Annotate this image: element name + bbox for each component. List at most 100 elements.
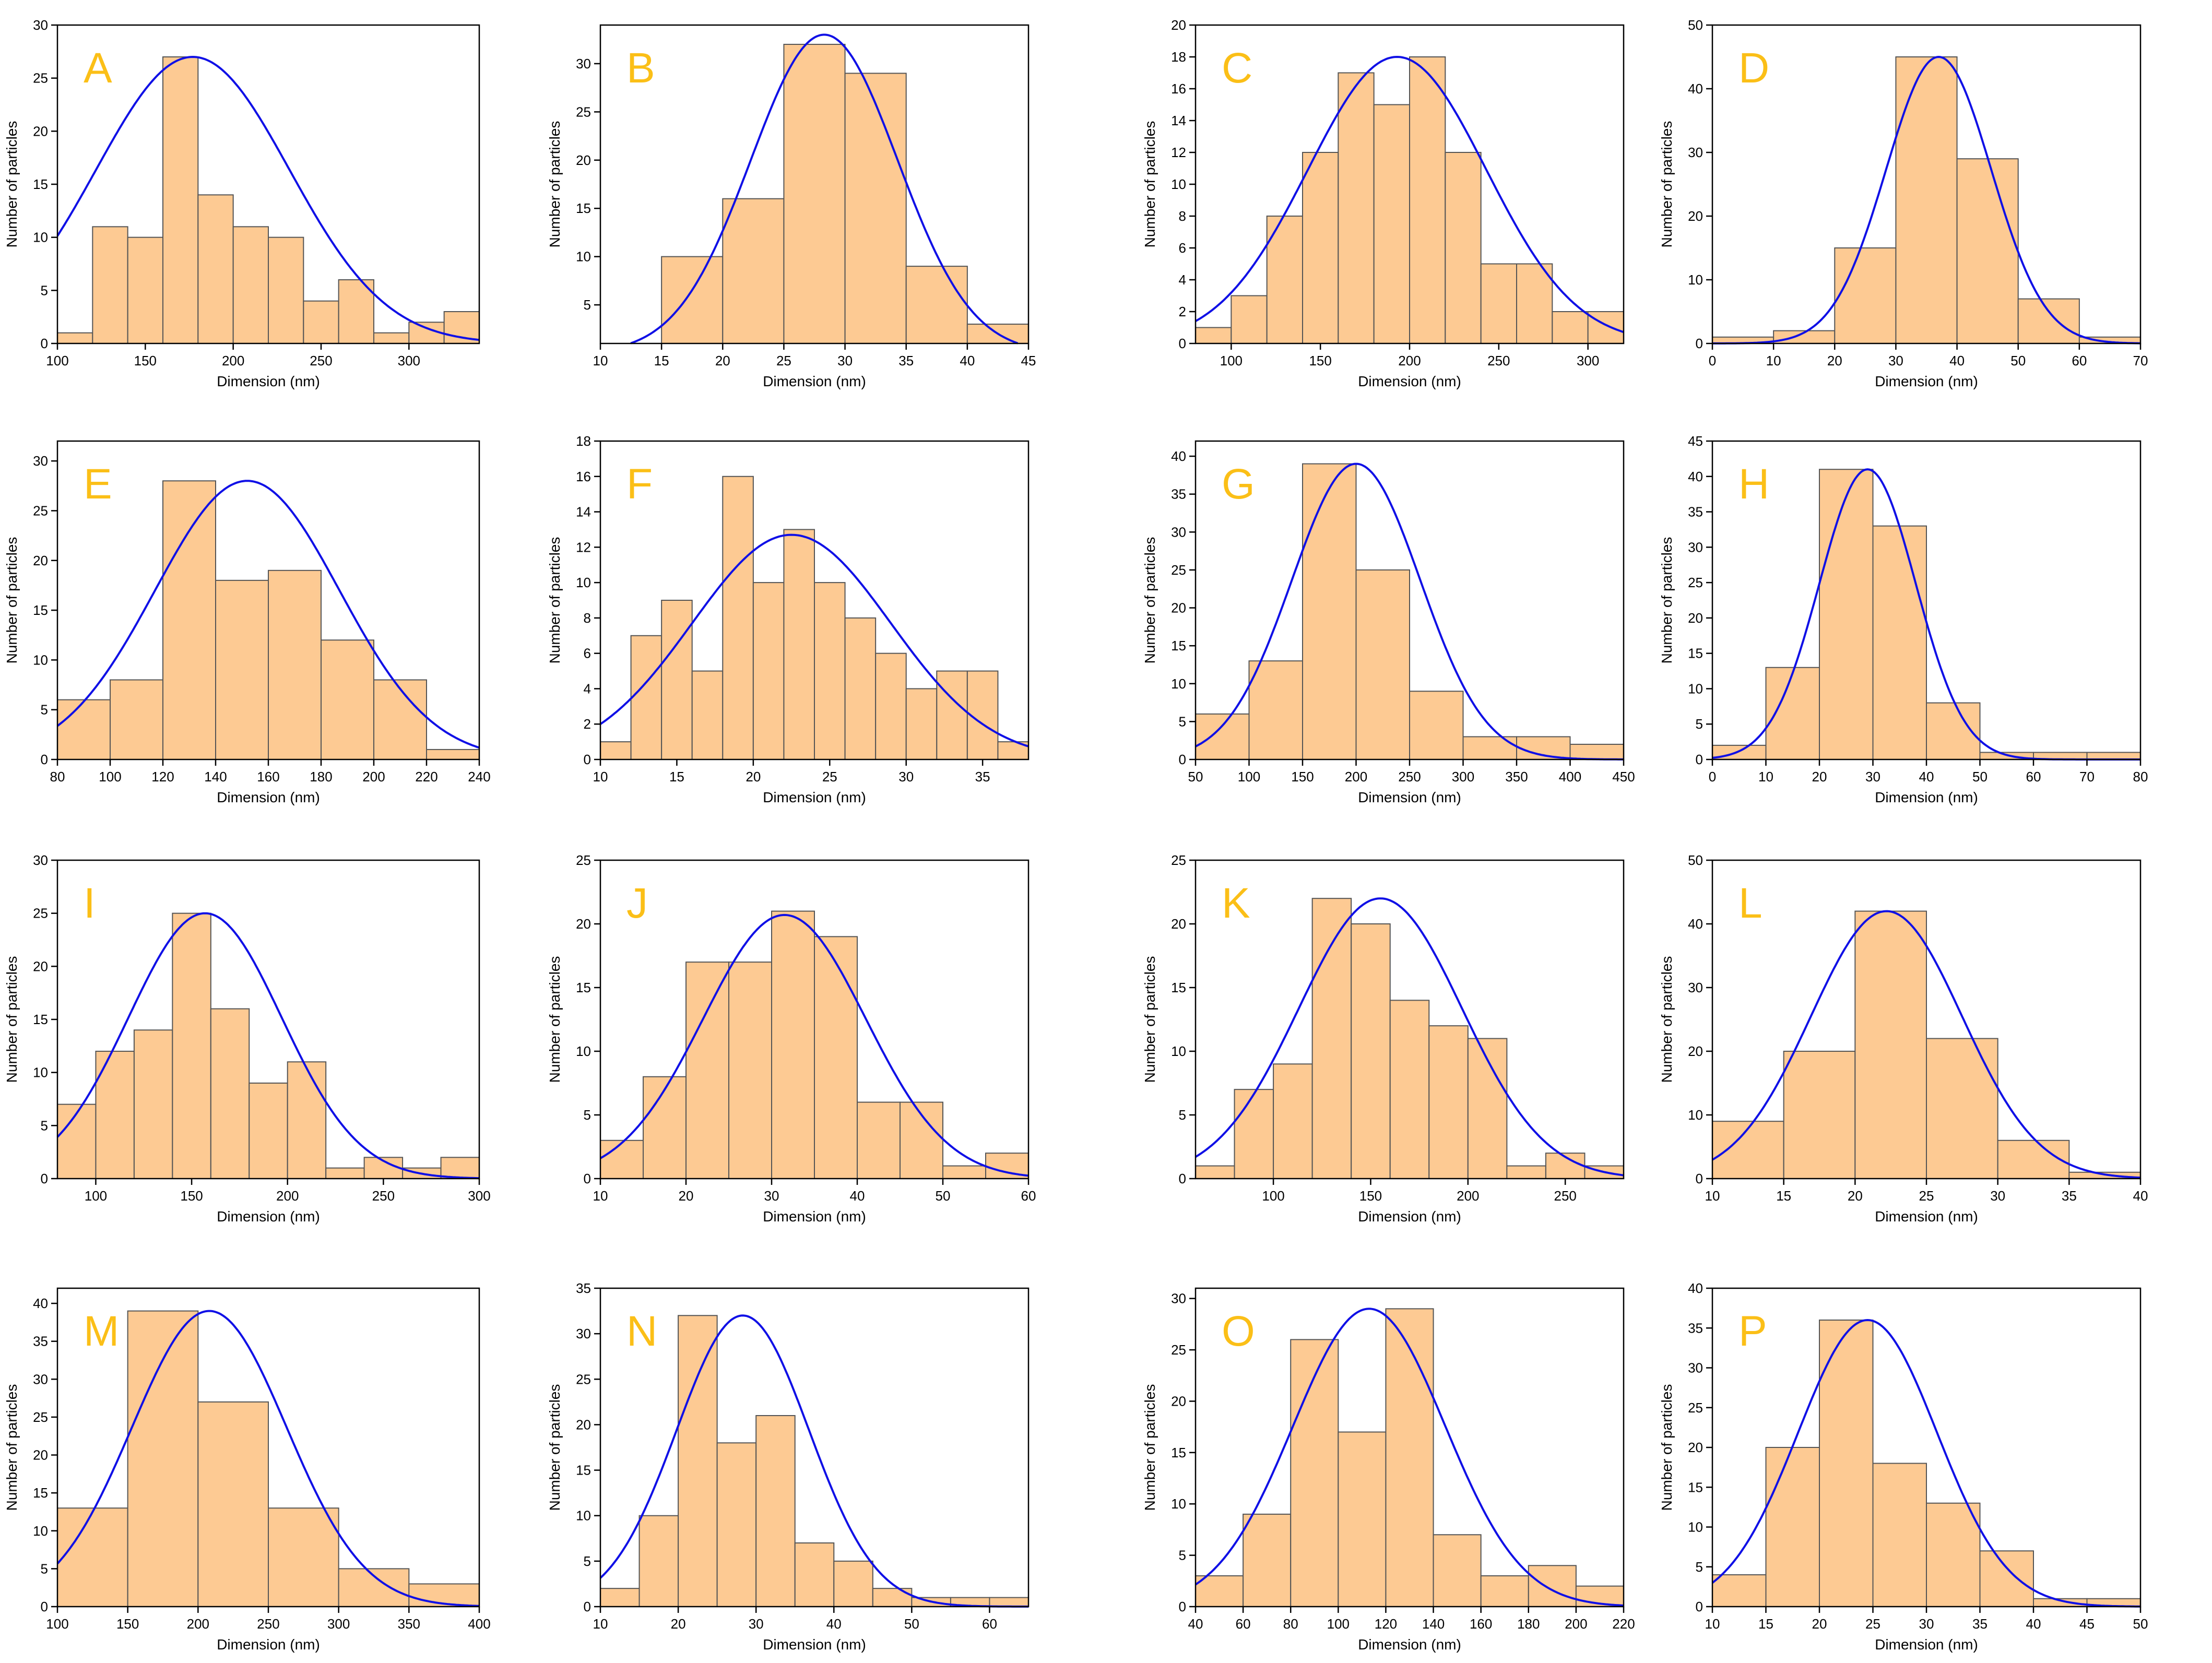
xtick-label-f-25: 25 xyxy=(822,769,837,785)
bar-p-0 xyxy=(1712,1574,1767,1607)
bar-f-0 xyxy=(600,741,632,760)
xtick-label-i-250: 250 xyxy=(372,1188,395,1204)
y-axis-title-k: Number of particles xyxy=(1142,956,1158,1083)
y-axis-title-f: Number of particles xyxy=(547,537,563,664)
xtick-label-h-20: 20 xyxy=(1812,769,1827,785)
bar-j-5 xyxy=(814,936,858,1180)
ytick-label-j-15: 15 xyxy=(576,980,591,995)
x-axis-title-a: Dimension (nm) xyxy=(217,373,320,389)
bar-o-2 xyxy=(1290,1339,1339,1608)
bar-j-6 xyxy=(857,1101,901,1180)
xtick-label-i-150: 150 xyxy=(180,1188,203,1204)
fit-curve-l xyxy=(1711,910,2141,1179)
ytick-label-b-15: 15 xyxy=(576,200,591,216)
bar-f-11 xyxy=(936,670,968,760)
xtick-label-p-25: 25 xyxy=(1865,1616,1880,1632)
plot-frame-d xyxy=(1711,24,2142,345)
ytick-label-l-40: 40 xyxy=(1688,916,1703,932)
ytick-label-h-40: 40 xyxy=(1688,469,1703,484)
ytick-label-p-10: 10 xyxy=(1688,1519,1703,1535)
xtick-label-o-40: 40 xyxy=(1188,1616,1203,1632)
xtick-label-g-150: 150 xyxy=(1291,769,1314,785)
bar-e-7 xyxy=(426,749,480,760)
ytick-label-k-15: 15 xyxy=(1171,980,1186,995)
ytick-label-c-12: 12 xyxy=(1171,145,1186,160)
ytick-label-p-30: 30 xyxy=(1688,1360,1703,1376)
x-axis-title-k: Dimension (nm) xyxy=(1358,1208,1461,1225)
ytick-label-o-15: 15 xyxy=(1171,1445,1186,1460)
xtick-label-j-40: 40 xyxy=(850,1188,865,1204)
ytick-label-i-30: 30 xyxy=(33,852,48,868)
xtick-label-n-40: 40 xyxy=(826,1616,842,1632)
ytick-label-l-20: 20 xyxy=(1688,1043,1703,1059)
xtick-label-f-35: 35 xyxy=(975,769,990,785)
xtick-label-a-200: 200 xyxy=(222,353,244,369)
y-axis-title-e: Number of particles xyxy=(4,537,20,664)
ytick-label-j-10: 10 xyxy=(576,1043,591,1059)
bar-k-6 xyxy=(1428,1025,1469,1179)
ytick-label-h-0: 0 xyxy=(1696,752,1703,767)
fit-curve-b xyxy=(630,33,1019,345)
plot-frame-f xyxy=(599,440,1030,761)
ytick-label-k-0: 0 xyxy=(1179,1171,1186,1186)
xtick-label-c-300: 300 xyxy=(1577,353,1599,369)
ytick-label-h-25: 25 xyxy=(1688,575,1703,590)
xtick-label-j-50: 50 xyxy=(936,1188,951,1204)
bar-k-2 xyxy=(1273,1063,1313,1180)
bar-l-4 xyxy=(1997,1139,2070,1180)
xtick-label-m-350: 350 xyxy=(398,1616,420,1632)
xtick-label-n-20: 20 xyxy=(671,1616,686,1632)
bar-c-1 xyxy=(1231,295,1268,344)
bar-i-6 xyxy=(287,1061,327,1180)
fit-curve-n xyxy=(599,1314,1029,1608)
ytick-label-p-40: 40 xyxy=(1688,1280,1703,1296)
bar-b-1 xyxy=(722,198,785,344)
ytick-label-i-10: 10 xyxy=(33,1065,48,1080)
ytick-label-d-10: 10 xyxy=(1688,272,1703,288)
y-axis-title-c: Number of particles xyxy=(1142,121,1158,248)
ytick-label-h-20: 20 xyxy=(1688,610,1703,626)
ytick-label-e-15: 15 xyxy=(33,602,48,618)
ytick-label-c-16: 16 xyxy=(1171,81,1186,97)
ytick-label-i-5: 5 xyxy=(41,1118,48,1133)
xtick-label-e-120: 120 xyxy=(151,769,174,785)
xtick-label-h-50: 50 xyxy=(1972,769,1988,785)
ytick-label-h-15: 15 xyxy=(1688,646,1703,661)
ytick-label-i-25: 25 xyxy=(33,906,48,921)
xtick-label-p-20: 20 xyxy=(1812,1616,1827,1632)
y-axis-title-b: Number of particles xyxy=(547,121,563,248)
ytick-label-k-10: 10 xyxy=(1171,1043,1186,1059)
x-axis-title-p: Dimension (nm) xyxy=(1875,1636,1978,1653)
xtick-label-o-200: 200 xyxy=(1565,1616,1587,1632)
xtick-label-e-160: 160 xyxy=(257,769,279,785)
panel-letter-i: I xyxy=(84,880,96,927)
xtick-label-g-400: 400 xyxy=(1559,769,1581,785)
xtick-label-n-60: 60 xyxy=(982,1616,997,1632)
y-axis-title-j: Number of particles xyxy=(547,956,563,1083)
bar-j-4 xyxy=(771,910,815,1179)
ytick-label-m-5: 5 xyxy=(41,1561,48,1576)
bar-a-0 xyxy=(57,332,93,345)
plot-frame-o xyxy=(1194,1287,1625,1608)
bar-k-5 xyxy=(1389,1000,1430,1180)
xtick-label-e-140: 140 xyxy=(204,769,227,785)
bar-m-0 xyxy=(57,1507,128,1607)
bar-h-1 xyxy=(1765,667,1820,761)
fit-curve-g xyxy=(1195,462,1624,761)
bar-a-3 xyxy=(162,56,199,344)
plot-frame-k xyxy=(1194,859,1625,1180)
y-axis-title-l: Number of particles xyxy=(1659,956,1675,1083)
xtick-label-g-200: 200 xyxy=(1345,769,1367,785)
ytick-label-a-0: 0 xyxy=(41,336,48,351)
xtick-label-n-10: 10 xyxy=(593,1616,608,1632)
bar-l-1 xyxy=(1783,1051,1856,1179)
bar-f-1 xyxy=(630,635,663,761)
ytick-label-p-35: 35 xyxy=(1688,1320,1703,1336)
bar-p-1 xyxy=(1765,1447,1820,1607)
ytick-label-a-15: 15 xyxy=(33,176,48,192)
bar-o-4 xyxy=(1385,1308,1434,1607)
xtick-label-o-100: 100 xyxy=(1327,1616,1350,1632)
xtick-label-d-70: 70 xyxy=(2133,353,2148,369)
bar-g-7 xyxy=(1569,743,1624,761)
ytick-label-a-10: 10 xyxy=(33,230,48,245)
